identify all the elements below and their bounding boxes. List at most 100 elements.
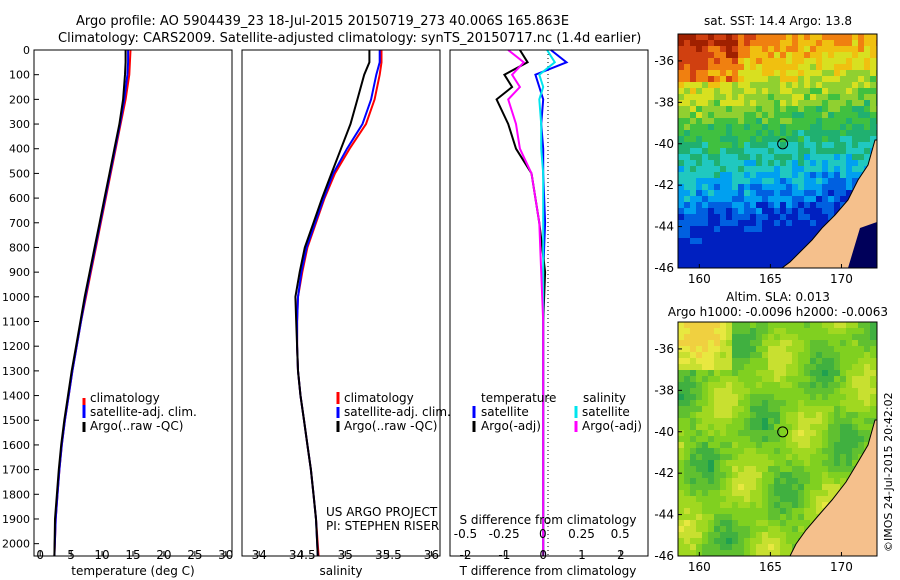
map-cell [822, 340, 828, 346]
map-cell [810, 100, 816, 106]
map-cell [852, 160, 858, 166]
map-cell [828, 148, 834, 154]
map-cell [822, 184, 828, 190]
map-cell [846, 394, 852, 400]
map-cell [840, 358, 846, 364]
map-cell [750, 364, 756, 370]
map-cell [744, 226, 750, 232]
map-cell [756, 484, 762, 490]
map-cell [810, 82, 816, 88]
map-cell [738, 382, 744, 388]
map-cell [762, 352, 768, 358]
map-cell [834, 40, 840, 46]
map-cell [870, 34, 876, 40]
map-cell [762, 478, 768, 484]
map-cell [810, 514, 816, 520]
map-cell [804, 364, 810, 370]
map-cell [768, 334, 774, 340]
map-cell [714, 226, 720, 232]
map-cell [744, 478, 750, 484]
map-cell [732, 358, 738, 364]
map-cell [702, 364, 708, 370]
map-cell [690, 106, 696, 112]
map-cell [846, 142, 852, 148]
map-cell [690, 514, 696, 520]
map-cell [774, 70, 780, 76]
map-cell [708, 154, 714, 160]
map-cell [762, 136, 768, 142]
map-y-tick-label: -46 [654, 261, 674, 275]
map-cell [684, 136, 690, 142]
map-cell [738, 166, 744, 172]
map-cell [804, 100, 810, 106]
map-cell [870, 370, 876, 376]
legend-title-temperature: temperature [481, 391, 556, 405]
map-cell [864, 406, 870, 412]
map-cell [732, 442, 738, 448]
map-cell [678, 46, 684, 52]
map-cell [696, 220, 702, 226]
map-cell [762, 46, 768, 52]
map-cell [792, 406, 798, 412]
map-cell [738, 412, 744, 418]
map-cell [726, 418, 732, 424]
map-cell [774, 136, 780, 142]
map-cell [858, 376, 864, 382]
map-cell [696, 352, 702, 358]
map-cell [696, 250, 702, 256]
map-cell [684, 160, 690, 166]
map-cell [840, 340, 846, 346]
y-tick-label: 1200 [2, 340, 30, 353]
map-cell [840, 442, 846, 448]
map-cell [780, 64, 786, 70]
map-cell [762, 172, 768, 178]
map-cell [690, 490, 696, 496]
map-cell [750, 460, 756, 466]
x-tick-label: 1 [578, 548, 586, 562]
map-cell [780, 100, 786, 106]
map-cell [732, 484, 738, 490]
map-cell [762, 64, 768, 70]
salinity-panel: 34 34.5 35 35.5 36 salinity climatology sate… [241, 49, 451, 578]
map-cell [690, 160, 696, 166]
map-cell [810, 160, 816, 166]
map-cell [732, 196, 738, 202]
map-cell [810, 472, 816, 478]
map-cell [792, 520, 798, 526]
map-cell [714, 58, 720, 64]
map-cell [840, 382, 846, 388]
map-cell [810, 430, 816, 436]
map-cell [840, 196, 846, 202]
map-cell [792, 238, 798, 244]
map-cell [828, 130, 834, 136]
map-cell [798, 52, 804, 58]
map-cell [678, 436, 684, 442]
map-cell [852, 106, 858, 112]
map-cell [834, 82, 840, 88]
map-cell [696, 166, 702, 172]
map-cell [816, 340, 822, 346]
map-cell [798, 454, 804, 460]
map-cell [786, 502, 792, 508]
map-cell [828, 322, 834, 328]
map-cell [798, 226, 804, 232]
map-cell [690, 322, 696, 328]
map-cell [726, 118, 732, 124]
map-cell [822, 208, 828, 214]
difference-series [495, 49, 569, 556]
map-cell [750, 382, 756, 388]
map-cell [690, 82, 696, 88]
map-cell [828, 40, 834, 46]
map-cell [834, 400, 840, 406]
map-cell [684, 412, 690, 418]
map-cell [870, 88, 876, 94]
map-cell [780, 436, 786, 442]
map-cell [846, 388, 852, 394]
map-cell [708, 496, 714, 502]
map-cell [726, 154, 732, 160]
map-cell [720, 220, 726, 226]
map-cell [684, 532, 690, 538]
map-cell [678, 52, 684, 58]
map-cell [684, 40, 690, 46]
map-cell [774, 478, 780, 484]
